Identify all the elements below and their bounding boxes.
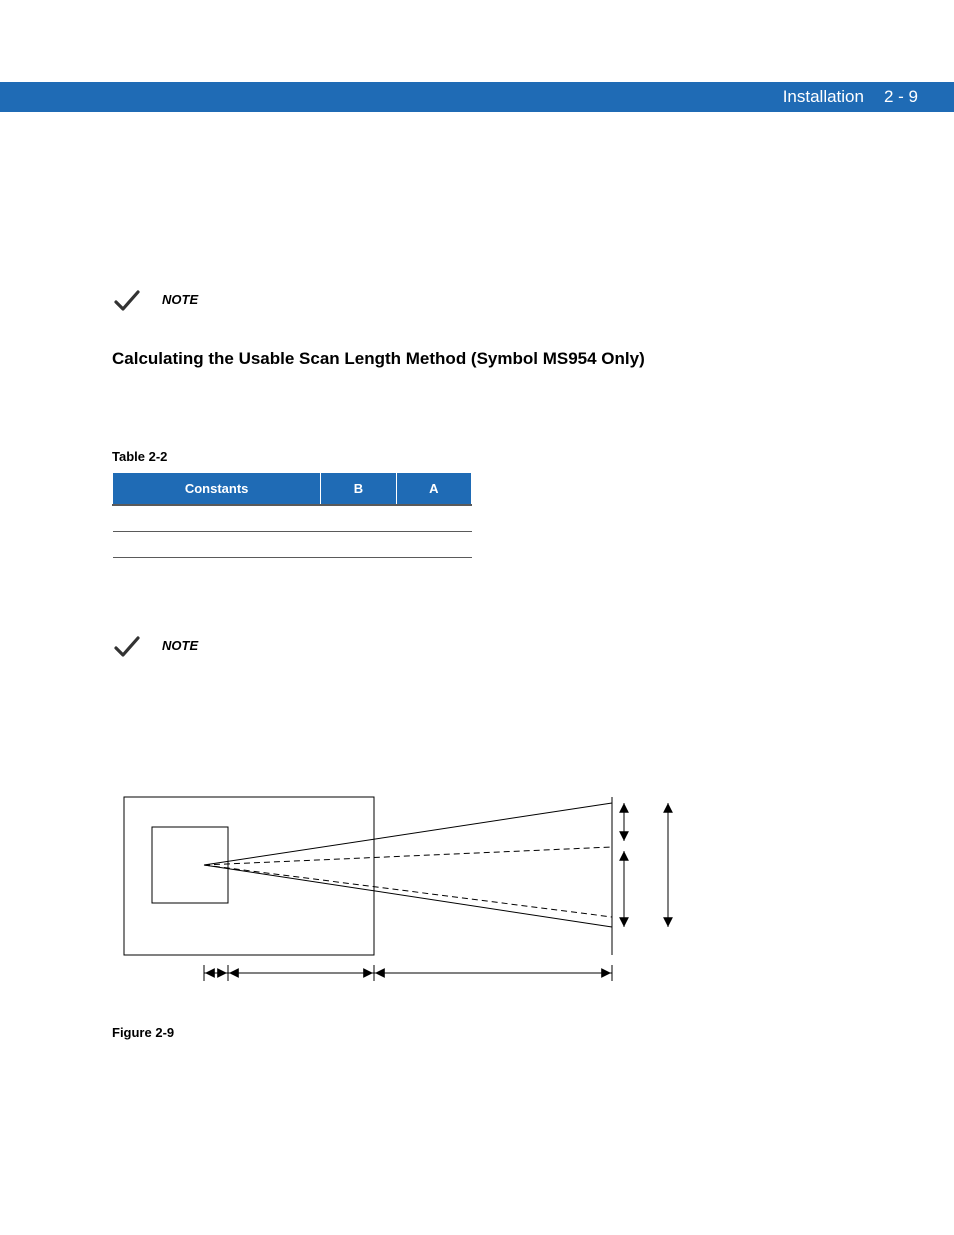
table-row xyxy=(113,531,472,557)
check-icon xyxy=(112,288,152,319)
figure-caption: Figure 2-9 xyxy=(112,1025,892,1040)
table-col-constants: Constants xyxy=(113,473,321,506)
header-page-ref: 2 - 9 xyxy=(884,87,918,107)
table-cell xyxy=(396,531,471,557)
page-content: NOTE Calculating the Usable Scan Length … xyxy=(0,112,954,1040)
page-header: Installation 2 - 9 xyxy=(0,82,954,112)
figure-area xyxy=(112,785,892,1005)
scan-length-diagram xyxy=(112,785,692,1005)
section-heading: Calculating the Usable Scan Length Metho… xyxy=(112,349,892,369)
table-caption: Table 2-2 xyxy=(112,449,892,464)
constants-table: Constants B A xyxy=(112,472,472,558)
page: Installation 2 - 9 NOTE Calculating the … xyxy=(0,0,954,1235)
header-title: Installation xyxy=(783,87,864,107)
table-cell xyxy=(396,505,471,531)
table-cell xyxy=(321,531,396,557)
check-icon xyxy=(112,634,152,665)
table-cell xyxy=(113,505,321,531)
table-col-a: A xyxy=(396,473,471,506)
table-cell xyxy=(321,505,396,531)
table-cell xyxy=(113,531,321,557)
note-block-2: NOTE xyxy=(112,636,892,665)
note-block-1: NOTE xyxy=(112,290,892,319)
table-header-row: Constants B A xyxy=(113,473,472,506)
note-label-2: NOTE xyxy=(162,638,198,653)
note-label-1: NOTE xyxy=(162,292,198,307)
table-col-b: B xyxy=(321,473,396,506)
table-row xyxy=(113,505,472,531)
